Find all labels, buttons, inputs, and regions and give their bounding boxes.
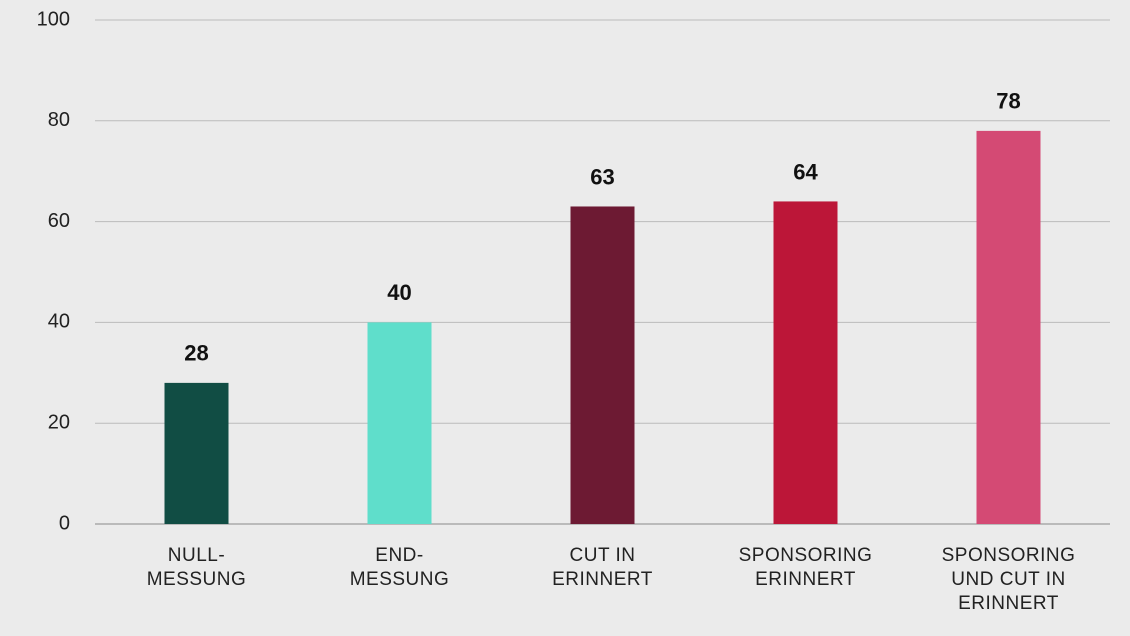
bar [976, 130, 1041, 524]
x-tick-label: SPONSORING ERINNERT [738, 545, 873, 590]
bar [164, 382, 229, 524]
y-tick-label: 0 [59, 512, 70, 534]
value-label: 40 [387, 280, 411, 305]
value-label: 63 [590, 164, 614, 189]
bar [773, 201, 838, 524]
y-tick-label: 80 [48, 109, 70, 131]
value-label: 28 [184, 341, 208, 366]
bar [367, 322, 432, 524]
y-tick-label: 60 [48, 210, 70, 232]
y-tick-label: 100 [37, 8, 70, 30]
x-tick-label: CUT IN ERINNERT [552, 545, 653, 590]
x-tick-label: SPONSORING UND CUT IN ERINNERT [941, 545, 1076, 614]
value-label: 78 [996, 89, 1020, 114]
x-tick-label: NULL-MESSUNG [146, 545, 247, 590]
x-tick-label: END-MESSUNG [349, 545, 450, 590]
y-tick-label: 20 [48, 411, 70, 433]
value-label: 64 [793, 159, 818, 184]
bar [570, 206, 635, 525]
y-tick-label: 40 [48, 311, 70, 333]
